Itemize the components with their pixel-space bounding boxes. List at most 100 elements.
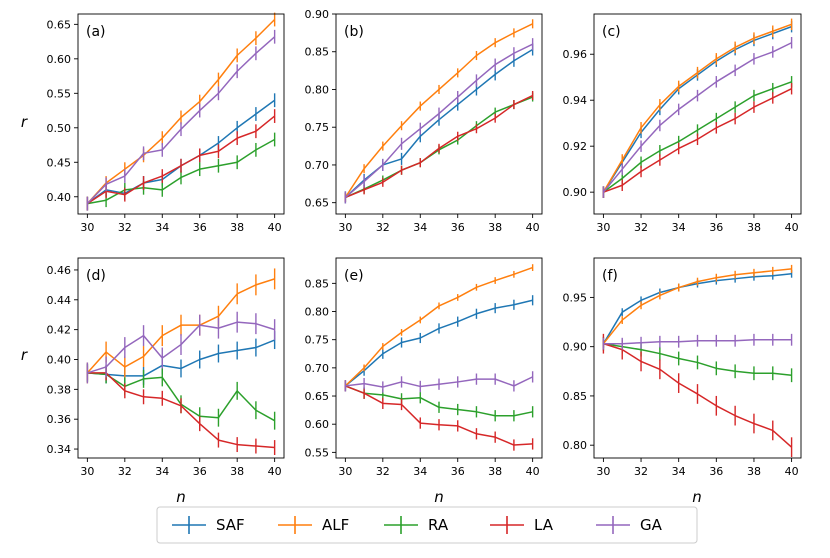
series-saf: [344, 43, 534, 204]
x-tick-label: 36: [193, 465, 207, 478]
series-line: [87, 339, 275, 377]
series-la: [86, 109, 276, 211]
y-tick-label: 0.55: [47, 87, 72, 100]
y-tick-label: 0.80: [563, 439, 588, 452]
series-alf: [602, 264, 793, 348]
x-tick-label: 30: [80, 465, 94, 478]
xlabel-col-2: n: [434, 488, 444, 506]
chart-panels: 30 32 34 36 38 400.400.450.500.550.600.65 (a)3…: [47, 8, 802, 478]
series-line: [344, 43, 533, 198]
x-tick-label: 30: [596, 465, 610, 478]
x-tick-label: 38: [747, 465, 761, 478]
x-tick-label: 40: [526, 465, 540, 478]
series-line: [603, 339, 792, 345]
series-line: [87, 372, 275, 449]
y-tick-label: 0.45: [47, 156, 72, 169]
x-tick-label: 38: [230, 221, 244, 234]
legend-item-ra: RA: [384, 516, 449, 534]
x-tick-label: 40: [785, 221, 799, 234]
y-tick-label: 0.90: [563, 341, 588, 354]
x-tick-label: 40: [268, 465, 282, 478]
ylabel-top-row: r: [21, 113, 28, 131]
x-tick-label: 32: [376, 221, 390, 234]
panel-label: (c): [602, 24, 621, 40]
legend-label: GA: [640, 516, 663, 534]
legend-item-alf: ALF: [278, 516, 349, 534]
x-tick-label: 34: [672, 221, 686, 234]
panel-4: 30 32 34 36 38 40 0.34 0.36 0.38 0.40 0.42 0.44 0.46…: [47, 257, 285, 478]
legend: SAF ALF RA LA GA: [172, 516, 663, 534]
y-tick-label: 0.46: [47, 264, 72, 277]
y-tick-label: 0.80: [305, 306, 330, 319]
series-saf: [602, 20, 793, 198]
series-la: [86, 365, 276, 456]
series-ga: [86, 29, 276, 211]
y-tick-label: 0.65: [305, 197, 330, 210]
x-tick-label: 40: [526, 221, 540, 234]
series-line: [602, 42, 792, 193]
x-tick-label: 32: [634, 465, 648, 478]
series-alf: [602, 18, 793, 198]
series-line: [344, 299, 533, 387]
x-tick-label: 40: [268, 221, 282, 234]
panel-6: 30 32 34 36 38 40 0.80 0.85 0.90 0.95 (f): [563, 257, 802, 478]
legend-label: ALF: [322, 516, 349, 534]
panel-label: (d): [86, 268, 106, 284]
panel-3: 30 32 34 36 38 40 0.90 0.92 0.94 0.96 (c): [563, 13, 802, 234]
y-tick-label: 0.70: [305, 362, 330, 375]
series-la: [602, 333, 793, 458]
y-tick-label: 0.85: [563, 390, 588, 403]
y-tick-label: 0.42: [47, 324, 72, 337]
axes-frame: [77, 257, 285, 459]
x-tick-label: 32: [118, 221, 132, 234]
panel-label: (f): [602, 268, 618, 284]
series-ga: [344, 371, 534, 393]
series-line: [86, 115, 276, 205]
series-saf: [344, 295, 534, 391]
y-tick-label: 0.90: [305, 8, 330, 21]
x-tick-label: 34: [672, 465, 686, 478]
y-tick-label: 0.60: [47, 53, 72, 66]
legend-box: [156, 506, 698, 544]
y-tick-label: 0.50: [47, 122, 72, 135]
x-tick-label: 32: [634, 221, 648, 234]
series-line: [602, 268, 792, 345]
y-tick-label: 0.44: [47, 294, 72, 307]
series-ga: [344, 38, 534, 204]
series-ga: [602, 36, 793, 198]
series-line: [344, 266, 533, 387]
y-tick-label: 0.36: [47, 413, 72, 426]
series-line: [602, 25, 792, 193]
x-tick-label: 36: [451, 465, 465, 478]
panel-label: (a): [86, 24, 106, 40]
series-line: [603, 342, 793, 448]
y-tick-label: 0.34: [47, 443, 72, 456]
series-line: [603, 342, 792, 376]
y-tick-label: 0.65: [305, 390, 330, 403]
panel-label: (b): [344, 24, 364, 40]
x-tick-label: 34: [413, 465, 427, 478]
x-tick-label: 38: [230, 465, 244, 478]
x-tick-label: 38: [747, 221, 761, 234]
axes-frame: [593, 257, 802, 459]
series-line: [602, 23, 792, 193]
legend-label: RA: [428, 516, 449, 534]
xlabel-col-1: n: [176, 488, 186, 506]
y-tick-label: 0.90: [563, 186, 588, 199]
x-tick-label: 30: [80, 221, 94, 234]
x-tick-label: 38: [488, 465, 502, 478]
series-line: [602, 81, 792, 193]
legend-item-la: LA: [490, 516, 554, 534]
xlabel-col-3: n: [692, 488, 702, 506]
series-ga: [86, 311, 276, 384]
series-line: [86, 278, 275, 374]
x-tick-label: 30: [596, 221, 610, 234]
axes-frame: [335, 257, 543, 459]
series-line: [603, 88, 792, 193]
y-tick-label: 0.85: [305, 46, 330, 59]
legend-label: SAF: [216, 516, 245, 534]
x-tick-label: 32: [118, 465, 132, 478]
legend-label: LA: [534, 516, 554, 534]
